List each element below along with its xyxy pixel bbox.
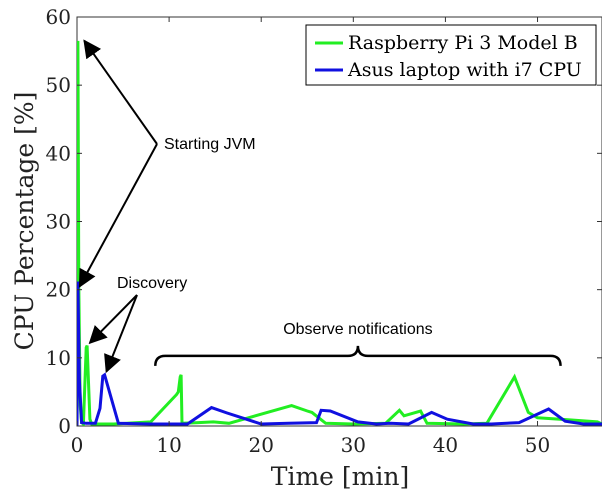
- series-line-raspberry-pi: [77, 40, 602, 426]
- x-tick-label: 20: [248, 433, 273, 457]
- annotation-observe-notifications: Observe notifications: [283, 321, 432, 338]
- annotation-arrow: [88, 294, 138, 345]
- legend-label-raspberry-pi: Raspberry Pi 3 Model B: [348, 32, 578, 54]
- y-tick-label: 30: [46, 210, 71, 234]
- legend-box: [305, 24, 597, 86]
- x-axis-title: Time [min]: [271, 462, 409, 491]
- y-axis-title: CPU Percentage [%]: [10, 92, 39, 351]
- y-tick-label: 20: [46, 278, 71, 302]
- y-axis: 0 10 20 30 40 50 60: [46, 5, 602, 438]
- x-axis: 0 10 20 30 40 50: [71, 17, 550, 457]
- legend: Raspberry Pi 3 Model B Asus laptop with …: [305, 24, 597, 86]
- x-tick-label: 40: [433, 433, 458, 457]
- legend-label-asus-laptop: Asus laptop with i7 CPU: [347, 59, 582, 81]
- y-tick-label: 40: [46, 141, 71, 165]
- x-tick-label: 0: [71, 433, 84, 457]
- series-line-asus-laptop: [77, 281, 602, 426]
- series-layer: [77, 40, 602, 426]
- y-tick-label: 60: [46, 5, 71, 29]
- x-tick-label: 30: [341, 433, 366, 457]
- y-tick-label: 10: [46, 346, 71, 370]
- annotation-arrow: [83, 39, 158, 145]
- annotation-starting-jvm: Starting JVM: [164, 136, 256, 153]
- y-tick-label: 0: [58, 414, 71, 438]
- annotation-discovery: Discovery: [117, 275, 187, 292]
- annotation-arrow: [104, 294, 138, 374]
- annotation-layer: Starting JVM Discovery Observe notificatio…: [78, 39, 562, 374]
- annotation-brace: [154, 345, 562, 366]
- x-tick-label: 10: [156, 433, 181, 457]
- x-tick-label: 50: [525, 433, 550, 457]
- annotation-arrow: [78, 143, 158, 288]
- y-tick-label: 50: [46, 73, 71, 97]
